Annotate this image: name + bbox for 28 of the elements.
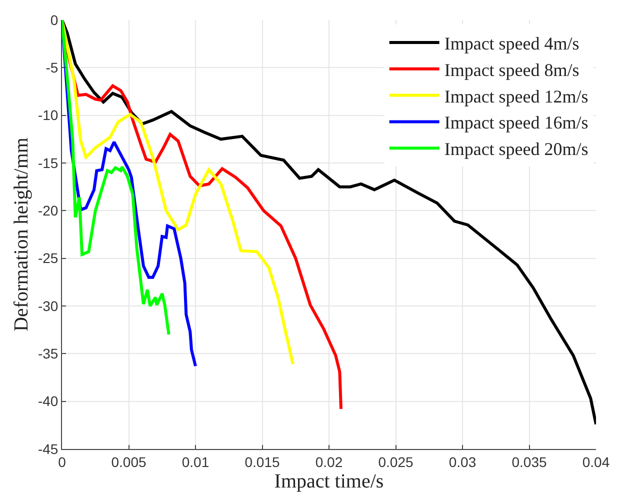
legend-label: Impact speed 8m/s: [444, 60, 580, 80]
y-tick-label: 0: [50, 12, 58, 28]
x-tick-label: 0.035: [512, 454, 547, 470]
x-tick-label: 0.02: [315, 454, 343, 470]
legend-label: Impact speed 4m/s: [444, 34, 580, 54]
y-tick-label: -25: [38, 250, 58, 266]
x-tick-label: 0.04: [582, 454, 610, 470]
line-series: [62, 20, 294, 366]
y-tick-label: -45: [38, 440, 58, 457]
x-tick-label: 0.015: [244, 454, 280, 470]
y-tick-label: -10: [38, 107, 58, 124]
x-axis-title: Impact time/s: [274, 470, 384, 492]
y-tick-label: -40: [38, 393, 58, 410]
y-tick-label: -5: [46, 60, 58, 76]
line-series: [62, 20, 596, 426]
y-tick-label: -15: [38, 154, 58, 171]
legend-label: Impact speed 16m/s: [444, 112, 588, 133]
legend-label: Impact speed 20m/s: [444, 139, 588, 160]
x-tick-label: 0.03: [448, 454, 476, 470]
x-tick-label: 0.01: [182, 454, 210, 470]
y-tick-label: -20: [38, 202, 58, 219]
y-tick-label: -30: [38, 298, 58, 314]
y-tick-label: -35: [38, 346, 58, 362]
x-tick-label: 0.025: [378, 454, 414, 470]
x-tick-label: 0.005: [111, 454, 146, 470]
legend-label: Impact speed 12m/s: [444, 86, 588, 106]
y-axis-title: Deformation height/mm: [10, 137, 32, 332]
line-series: [62, 20, 170, 336]
